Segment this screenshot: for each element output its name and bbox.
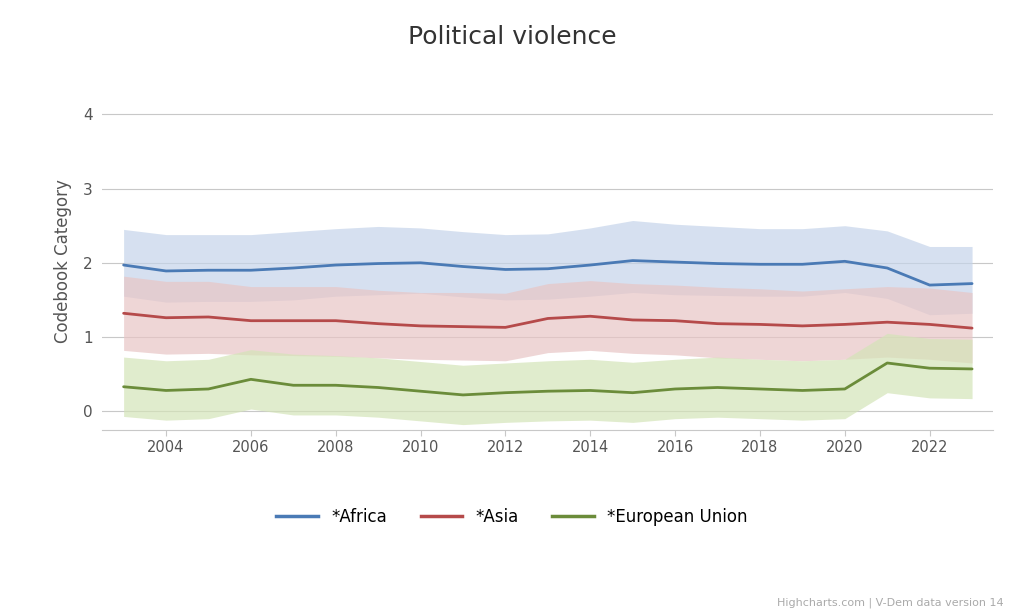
- Legend: *Africa, *Asia, *European Union: *Africa, *Asia, *European Union: [276, 508, 748, 526]
- Text: Highcharts.com | V-Dem data version 14: Highcharts.com | V-Dem data version 14: [777, 597, 1004, 608]
- Y-axis label: Codebook Category: Codebook Category: [54, 179, 72, 343]
- Text: Political violence: Political violence: [408, 25, 616, 49]
